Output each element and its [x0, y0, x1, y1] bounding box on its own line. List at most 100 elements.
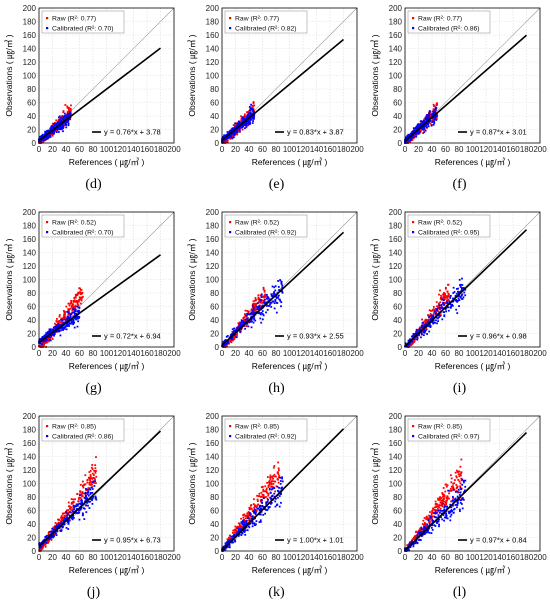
data-point: [90, 486, 93, 489]
y-tick-label: 100: [389, 72, 403, 81]
y-tick-label: 200: [206, 4, 220, 13]
data-point: [278, 505, 281, 508]
x-tick-label: 180: [154, 145, 168, 154]
y-tick-label: 80: [27, 289, 36, 298]
data-point: [58, 519, 60, 521]
data-point: [427, 517, 430, 520]
data-point: [257, 298, 260, 300]
data-point: [73, 317, 76, 320]
x-tick-label: 200: [167, 553, 181, 562]
data-point: [75, 312, 78, 315]
data-point: [241, 520, 244, 522]
data-point: [274, 289, 277, 292]
data-point: [72, 517, 75, 519]
data-point: [445, 496, 448, 499]
data-point: [277, 286, 280, 288]
data-point: [234, 540, 236, 543]
data-point: [250, 319, 253, 321]
data-point: [240, 328, 243, 331]
data-point: [265, 509, 268, 511]
data-point: [94, 497, 97, 500]
data-point: [439, 308, 442, 311]
data-point: [231, 127, 234, 130]
data-point: [261, 493, 264, 496]
data-point: [251, 317, 253, 320]
data-point: [461, 507, 464, 510]
data-point: [242, 119, 244, 122]
data-point: [441, 307, 444, 310]
data-point: [421, 523, 424, 525]
data-point: [233, 133, 236, 135]
data-point: [70, 306, 73, 309]
legend-label: Calibrated (R²: 0.82): [235, 26, 297, 33]
data-point: [443, 315, 446, 318]
data-point: [250, 308, 253, 311]
data-point: [42, 546, 44, 549]
data-point: [85, 497, 88, 499]
data-point: [273, 487, 276, 489]
data-point: [45, 332, 48, 335]
data-point: [253, 312, 256, 314]
data-point: [429, 520, 431, 523]
data-point: [84, 500, 87, 503]
data-point: [223, 344, 226, 347]
y-tick-label: 180: [23, 426, 37, 435]
data-point: [442, 302, 445, 305]
data-point: [56, 318, 58, 320]
data-point: [427, 123, 430, 125]
data-point: [413, 339, 416, 342]
data-point: [442, 295, 445, 298]
data-point: [250, 507, 253, 510]
data-point: [250, 309, 253, 312]
data-point: [448, 492, 450, 495]
y-tick-label: 0: [398, 343, 403, 352]
data-point: [55, 323, 58, 326]
data-point: [443, 495, 446, 498]
data-point: [64, 515, 67, 518]
x-tick-label: 20: [48, 349, 57, 358]
data-point: [268, 506, 271, 508]
data-point: [441, 318, 444, 321]
data-point: [235, 529, 238, 532]
data-point: [79, 292, 82, 295]
data-point: [248, 508, 251, 511]
data-point: [277, 280, 279, 282]
legend: Raw (R²: 0.52)Calibrated (R²: 0.70): [41, 214, 125, 238]
data-point: [79, 494, 81, 497]
data-point: [53, 123, 55, 125]
data-point: [432, 312, 435, 315]
x-tick-label: 160: [323, 349, 337, 358]
data-point: [258, 506, 261, 509]
data-point: [428, 521, 430, 524]
data-point: [74, 293, 77, 296]
data-point: [281, 486, 284, 489]
data-point: [80, 499, 82, 502]
data-point: [67, 124, 70, 127]
data-point: [429, 111, 432, 113]
data-point: [78, 498, 80, 500]
data-point: [235, 328, 237, 331]
x-tick-label: 0: [37, 553, 42, 562]
data-point: [224, 548, 227, 551]
data-point: [245, 320, 248, 322]
data-point: [248, 122, 251, 125]
data-point: [256, 507, 259, 510]
data-point: [444, 483, 447, 486]
legend: Raw (R²: 0.52)Calibrated (R²: 0.92): [224, 214, 308, 238]
legend-box: [407, 10, 491, 34]
data-point: [74, 310, 77, 313]
data-point: [254, 513, 257, 516]
data-point: [263, 289, 266, 292]
data-point: [412, 130, 415, 132]
data-point: [438, 311, 441, 314]
data-point: [458, 278, 461, 281]
x-tick-label: 140: [493, 553, 507, 562]
data-point: [59, 329, 62, 332]
data-point: [73, 508, 76, 511]
data-point: [59, 124, 62, 127]
data-point: [279, 480, 282, 482]
data-point: [434, 503, 437, 506]
y-tick-label: 160: [389, 439, 403, 448]
y-tick-label: 160: [23, 31, 37, 40]
x-tick-label: 20: [48, 145, 57, 154]
